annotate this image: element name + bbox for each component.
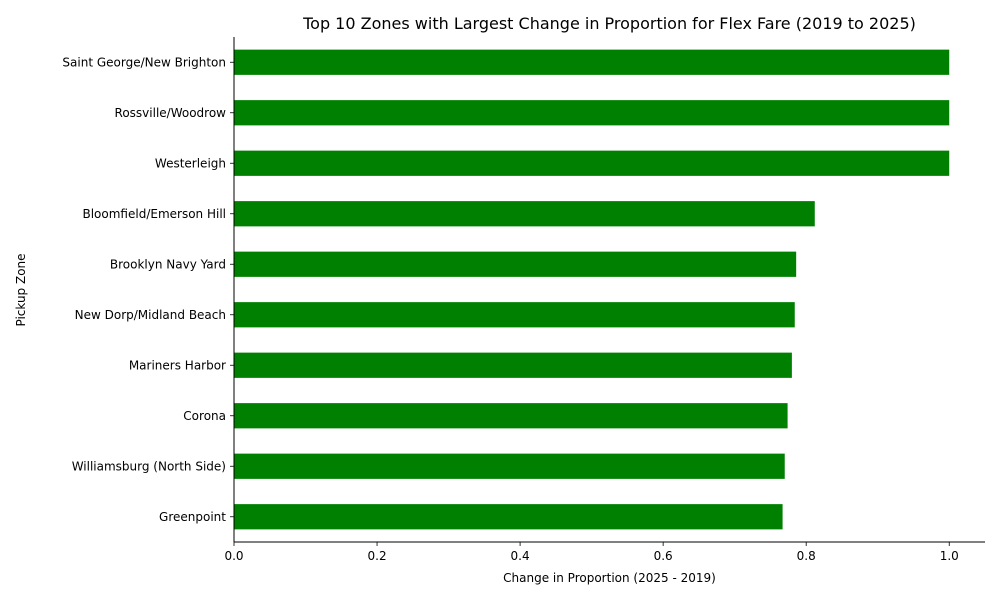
bars-layer — [234, 49, 950, 530]
bar-2 — [234, 100, 950, 126]
y-tick-label: Corona — [183, 409, 226, 423]
y-tick-label: Mariners Harbor — [129, 358, 226, 372]
y-tick-label: Saint George/New Brighton — [62, 55, 226, 69]
bar-7 — [234, 352, 792, 378]
y-tick-label: Westerleigh — [155, 156, 226, 170]
x-tick-label: 0.6 — [654, 549, 673, 563]
bar-10 — [234, 504, 783, 530]
bar-8 — [234, 403, 788, 429]
y-tick-label: Brooklyn Navy Yard — [110, 257, 226, 271]
bar-9 — [234, 453, 785, 479]
bar-1 — [234, 49, 950, 75]
x-tick-label: 0.0 — [224, 549, 243, 563]
x-axis-label: Change in Proportion (2025 - 2019) — [503, 571, 716, 585]
bar-3 — [234, 150, 950, 176]
bar-5 — [234, 251, 797, 277]
bar-4 — [234, 201, 815, 227]
y-axis-label: Pickup Zone — [14, 253, 28, 326]
y-tick-label: Rossville/Woodrow — [115, 106, 227, 120]
bar-6 — [234, 302, 795, 328]
x-tick-label: 0.4 — [511, 549, 530, 563]
x-tick-label: 0.2 — [368, 549, 387, 563]
x-tick-label: 1.0 — [940, 549, 959, 563]
ticks-layer: Saint George/New Brighton Rossville/Woodr… — [62, 55, 958, 563]
chart-title: Top 10 Zones with Largest Change in Prop… — [302, 14, 916, 33]
axes-layer — [233, 37, 985, 543]
y-tick-label: Williamsburg (North Side) — [72, 459, 226, 473]
y-tick-label: Bloomfield/Emerson Hill — [82, 207, 226, 221]
y-tick-label: New Dorp/Midland Beach — [75, 308, 226, 322]
y-tick-label: Greenpoint — [159, 510, 226, 524]
x-tick-label: 0.8 — [797, 549, 816, 563]
